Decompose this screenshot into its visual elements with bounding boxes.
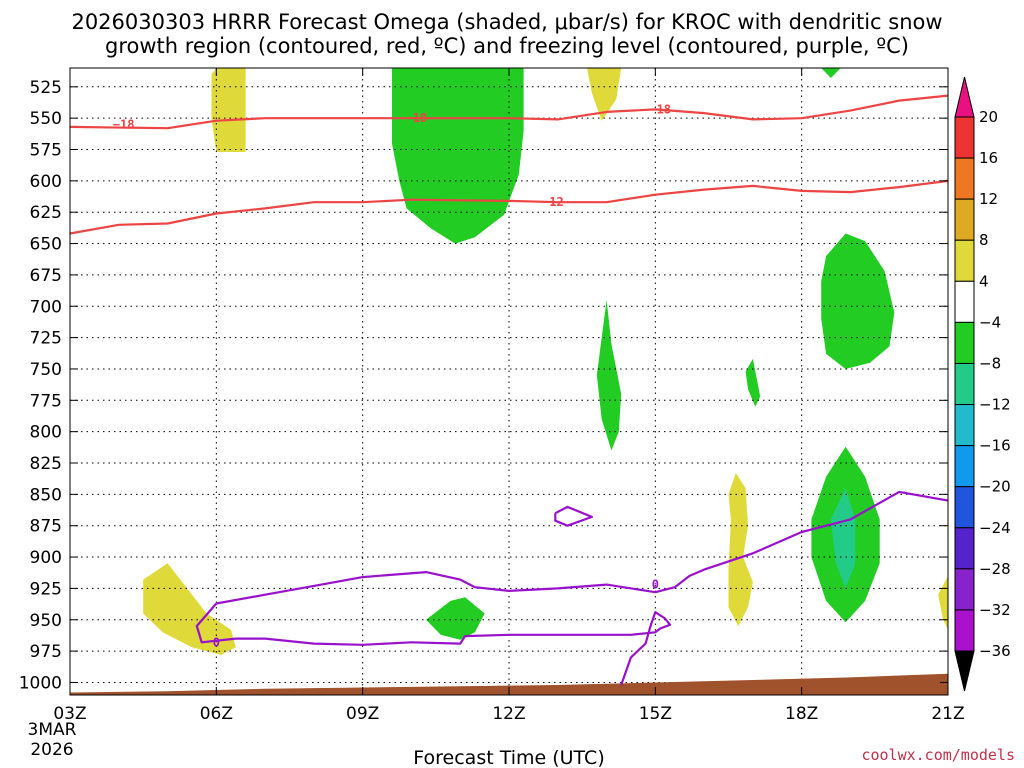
dgz-contour-minus-12 bbox=[69, 179, 949, 235]
colorbar-swatch bbox=[954, 568, 975, 611]
y-tick-label: 625 bbox=[30, 203, 62, 223]
colorbar-label: 12 bbox=[979, 190, 998, 208]
colorbar-top-arrow bbox=[954, 76, 975, 118]
colorbar-label: −32 bbox=[979, 601, 1011, 619]
colorbar-swatch bbox=[954, 609, 975, 652]
x-sub-label-date: 3MAR bbox=[28, 720, 77, 740]
chart-title-line-2: growth region (contoured, red, ºC) and f… bbox=[105, 34, 909, 58]
colorbar-swatch bbox=[954, 445, 975, 488]
grid-lines bbox=[70, 68, 948, 695]
omega-region-green-small bbox=[426, 597, 485, 640]
y-tick-label: 775 bbox=[30, 391, 62, 411]
colorbar-swatch bbox=[954, 198, 975, 241]
omega-region-green-top-right bbox=[821, 68, 841, 78]
y-tick-label: 750 bbox=[30, 360, 62, 380]
y-tick-label: 600 bbox=[30, 172, 62, 192]
colorbar-label: 16 bbox=[979, 149, 998, 167]
y-tick-label: 675 bbox=[30, 266, 62, 286]
dgz-contour-label: −12 bbox=[542, 195, 564, 209]
y-axis-ticks: 525 550 575 600 625 650 675 700 725 750 775 800 825 8… bbox=[19, 78, 948, 693]
y-tick-label: 575 bbox=[30, 141, 62, 161]
colorbar-label: −8 bbox=[979, 354, 1001, 372]
omega-region-yellow-3 bbox=[728, 473, 753, 626]
colorbar-swatch bbox=[954, 486, 975, 529]
x-sub-label-year: 2026 bbox=[30, 740, 73, 760]
y-tick-label: 825 bbox=[30, 454, 62, 474]
omega-region-green-big bbox=[391, 68, 524, 244]
freezing-contour-zero-loop bbox=[554, 505, 594, 527]
colorbar-swatch bbox=[954, 280, 975, 323]
colorbar-bottom-arrow bbox=[954, 650, 975, 692]
dgz-contour-label: −18 bbox=[649, 102, 671, 116]
x-axis-ticks: 03Z 06Z 09Z 12Z 15Z 18Z 21Z bbox=[53, 68, 965, 724]
colorbar-label: 4 bbox=[979, 272, 989, 290]
y-tick-label: 975 bbox=[30, 642, 62, 662]
omega-region-green-sliver-2 bbox=[745, 358, 761, 407]
x-axis-title: Forecast Time (UTC) bbox=[413, 747, 604, 768]
colorbar-swatch bbox=[954, 321, 975, 364]
chart-title-line-1: 2026030303 HRRR Forecast Omega (shaded, … bbox=[71, 10, 942, 34]
dgz-contour-minus-18 bbox=[69, 94, 949, 130]
freezing-contour-label: 0 bbox=[652, 578, 659, 592]
x-tick-label: 18Z bbox=[785, 704, 818, 724]
dgz-contour-label: −18 bbox=[405, 111, 427, 125]
y-tick-label: 525 bbox=[30, 78, 62, 98]
credit-text: coolwx.com/models bbox=[861, 746, 1015, 764]
x-tick-label: 09Z bbox=[346, 704, 379, 724]
colorbar-label: −16 bbox=[979, 437, 1011, 455]
omega-region-green-mid-right bbox=[821, 233, 895, 369]
colorbar-swatch bbox=[954, 116, 975, 159]
y-tick-label: 925 bbox=[30, 579, 62, 599]
omega-region-green-sliver-1 bbox=[596, 300, 622, 451]
omega-shading bbox=[143, 68, 948, 655]
y-tick-label: 950 bbox=[30, 611, 62, 631]
contour-lines bbox=[69, 94, 949, 686]
colorbar-label: −20 bbox=[979, 478, 1011, 496]
y-tick-label: 850 bbox=[30, 485, 62, 505]
colorbar-swatch bbox=[954, 404, 975, 447]
freezing-contour-zero-main bbox=[216, 490, 949, 605]
colorbar: 20 16 12 8 4 −4 −8 −12 −16 −20 −24 −28 −32 −36 bbox=[954, 76, 1011, 692]
terrain-fill bbox=[70, 673, 948, 695]
y-tick-label: 875 bbox=[30, 517, 62, 537]
y-tick-label: 725 bbox=[30, 329, 62, 349]
omega-region-yellow-4 bbox=[143, 563, 236, 655]
omega-region-yellow-1 bbox=[211, 68, 246, 152]
colorbar-swatch bbox=[954, 362, 975, 406]
y-tick-label: 550 bbox=[30, 109, 62, 129]
colorbar-label: 8 bbox=[979, 231, 989, 249]
freezing-contour-label: 0 bbox=[213, 635, 220, 649]
colorbar-label: −4 bbox=[979, 313, 1001, 331]
x-tick-label: 12Z bbox=[492, 704, 525, 724]
colorbar-swatch bbox=[954, 157, 975, 200]
x-tick-label: 15Z bbox=[639, 704, 672, 724]
omega-region-yellow-edge bbox=[938, 575, 948, 630]
x-tick-label: 06Z bbox=[200, 704, 233, 724]
colorbar-label: −12 bbox=[979, 396, 1011, 414]
x-tick-label: 21Z bbox=[931, 704, 964, 724]
x-tick-label: 03Z bbox=[53, 704, 86, 724]
colorbar-label: −36 bbox=[979, 642, 1011, 660]
colorbar-label: −24 bbox=[979, 519, 1011, 537]
colorbar-label: 20 bbox=[979, 108, 998, 126]
y-tick-label: 650 bbox=[30, 235, 62, 255]
y-tick-label: 900 bbox=[30, 548, 62, 568]
terrain-area bbox=[70, 673, 948, 695]
colorbar-label: −28 bbox=[979, 560, 1011, 578]
y-tick-label: 1000 bbox=[19, 673, 62, 693]
colorbar-swatch bbox=[954, 527, 975, 570]
y-tick-label: 800 bbox=[30, 423, 62, 443]
colorbar-swatch bbox=[954, 239, 975, 282]
omega-region-yellow-2 bbox=[587, 68, 622, 121]
freezing-contour-zero-lower bbox=[195, 602, 672, 686]
contour-labels: −18 −18 −18 −12 0 0 bbox=[113, 102, 671, 649]
y-tick-label: 700 bbox=[30, 297, 62, 317]
omega-region-teal-core bbox=[830, 488, 856, 589]
dgz-contour-label: −18 bbox=[113, 117, 135, 131]
